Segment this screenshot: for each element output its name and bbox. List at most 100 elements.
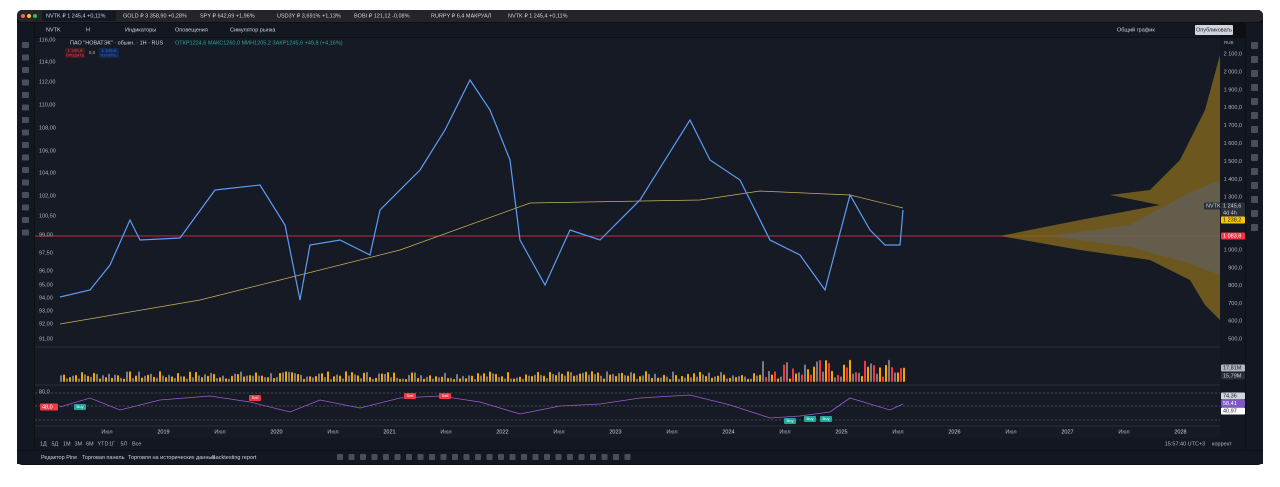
signal-tag: Sell bbox=[442, 393, 449, 398]
time-axis-label: 2019 bbox=[157, 429, 169, 435]
time-axis-label: Июл bbox=[666, 429, 677, 435]
bottom-tab[interactable]: Торговля на исторических данных bbox=[128, 455, 215, 461]
signal-tag-bg bbox=[784, 418, 796, 424]
volume-bar bbox=[489, 371, 491, 382]
volume-bar bbox=[657, 377, 659, 382]
range-button[interactable]: 1Д bbox=[40, 441, 47, 447]
volume-bar bbox=[765, 376, 767, 382]
volume-bar bbox=[198, 375, 200, 382]
volume-bar bbox=[195, 371, 197, 382]
volume-bar bbox=[426, 376, 428, 382]
clock: 15:57:40 UTC+3 bbox=[1165, 441, 1206, 447]
volume-bar bbox=[264, 376, 266, 382]
tool-icon bbox=[22, 79, 29, 86]
sidebar-icon bbox=[1251, 210, 1258, 217]
toolbar-interval[interactable]: Н bbox=[86, 27, 90, 33]
tab-label[interactable]: GOLD ₽ 3 358,90 +0,28% bbox=[123, 12, 187, 19]
range-button[interactable]: 1Г bbox=[109, 441, 115, 447]
volume-bar bbox=[552, 373, 554, 382]
time-axis-label: 2027 bbox=[1061, 429, 1073, 435]
tool-icon bbox=[22, 129, 29, 136]
tab-label[interactable]: NVTK ₽ 1 245,4 +0,11% bbox=[508, 12, 568, 19]
toolbar-replay[interactable]: Симулятор рынка bbox=[230, 27, 276, 33]
bottom-tab[interactable]: Редактор Pine bbox=[41, 455, 77, 461]
max-dot[interactable] bbox=[33, 14, 37, 18]
volume-bar bbox=[828, 362, 830, 382]
tab-label[interactable]: USD3Y ₽ 3,691% +1,13% bbox=[277, 12, 341, 19]
volume-bar bbox=[486, 376, 488, 382]
volume-bar bbox=[312, 377, 314, 382]
sidebar-icon bbox=[1251, 140, 1258, 147]
volume-bar bbox=[240, 371, 242, 382]
volume-bar bbox=[207, 375, 209, 382]
volume-bar bbox=[144, 375, 146, 382]
volume-bar bbox=[84, 374, 86, 382]
volume-bar bbox=[219, 377, 221, 382]
close-dot[interactable] bbox=[21, 14, 25, 18]
tab bbox=[119, 11, 193, 21]
bottom-tab[interactable]: Торговая панель bbox=[82, 455, 125, 461]
buy-label[interactable]: КУПИТЬ bbox=[101, 53, 117, 58]
tab-label[interactable]: SPY ₽ 642,69 +1,96% bbox=[200, 12, 255, 19]
tab bbox=[427, 11, 501, 21]
volume-bar bbox=[747, 378, 749, 382]
volume-bar bbox=[900, 367, 902, 382]
volume-bar bbox=[582, 372, 584, 382]
toolbar-layout[interactable]: Общий график bbox=[1117, 26, 1155, 33]
right-axis-label: 1 900,0 bbox=[1224, 87, 1242, 93]
right-axis-label: 900,0 bbox=[1228, 265, 1242, 271]
range-button[interactable]: YTD bbox=[98, 441, 109, 447]
time-axis-label: Июл bbox=[101, 429, 112, 435]
tab-label[interactable]: BOBI ₽ 121,12 -0,08% bbox=[354, 12, 410, 19]
signal-tag-bg bbox=[74, 404, 86, 410]
volume-bar bbox=[813, 366, 815, 382]
volume-bar bbox=[723, 374, 725, 382]
volume-bar bbox=[519, 376, 521, 382]
range-button[interactable]: 3М bbox=[75, 441, 83, 447]
range-button[interactable]: 5Д bbox=[52, 441, 59, 447]
tab-label[interactable]: NVTK ₽ 1 245,4 +0,11% bbox=[46, 12, 106, 19]
volume-bar bbox=[108, 373, 110, 382]
volume-bar bbox=[357, 375, 359, 382]
sidebar-icon bbox=[1251, 196, 1258, 203]
volume-bar bbox=[879, 367, 881, 382]
volume-bar bbox=[654, 373, 656, 382]
volume-bar bbox=[399, 378, 401, 382]
bottom-tab[interactable]: Backtesting report bbox=[212, 455, 257, 461]
volume-bar bbox=[492, 373, 494, 382]
drawing-tool bbox=[624, 454, 631, 460]
drawing-tool bbox=[406, 454, 412, 460]
range-button[interactable]: 1М bbox=[63, 441, 71, 447]
volume-bar bbox=[204, 374, 206, 382]
volume-bar bbox=[420, 375, 422, 382]
buy-price[interactable]: 1 245,6 bbox=[101, 48, 117, 53]
tool-icon bbox=[22, 154, 29, 161]
publish-label[interactable]: Опубликовать bbox=[1196, 27, 1232, 33]
adjust[interactable]: коррект bbox=[1212, 441, 1232, 447]
volume-bar bbox=[636, 378, 638, 382]
range-button[interactable]: 5Л bbox=[121, 441, 128, 447]
volume-bar bbox=[840, 376, 842, 382]
volume-bar bbox=[294, 373, 296, 382]
volume-bar bbox=[177, 372, 179, 382]
sidebar-icon bbox=[1251, 70, 1258, 77]
volume-bar bbox=[720, 371, 722, 382]
toolbar-symbol[interactable]: NVTK bbox=[46, 27, 61, 33]
range-button[interactable]: Все bbox=[132, 441, 141, 447]
tab-label[interactable]: RURPY ₽ 6,4 МАКРУАЛ bbox=[431, 12, 492, 19]
min-dot[interactable] bbox=[27, 14, 31, 18]
range-button[interactable]: 6М bbox=[86, 441, 94, 447]
sell-price[interactable]: 1 245,6 bbox=[67, 48, 83, 53]
sidebar-icon bbox=[1251, 42, 1258, 49]
volume-bar bbox=[801, 374, 803, 382]
tool-icon bbox=[22, 167, 29, 173]
left-axis-label: 108,00 bbox=[39, 125, 56, 131]
volume-bar bbox=[438, 377, 440, 382]
volume-bar bbox=[201, 377, 203, 382]
toolbar-indicators[interactable]: Индикаторы bbox=[125, 27, 156, 33]
sell-label[interactable]: ПРОДАТЬ bbox=[66, 53, 85, 58]
time-axis-label: Июл bbox=[1118, 429, 1129, 435]
tab bbox=[504, 11, 578, 21]
toolbar-alerts[interactable]: Оповещения bbox=[175, 27, 208, 33]
